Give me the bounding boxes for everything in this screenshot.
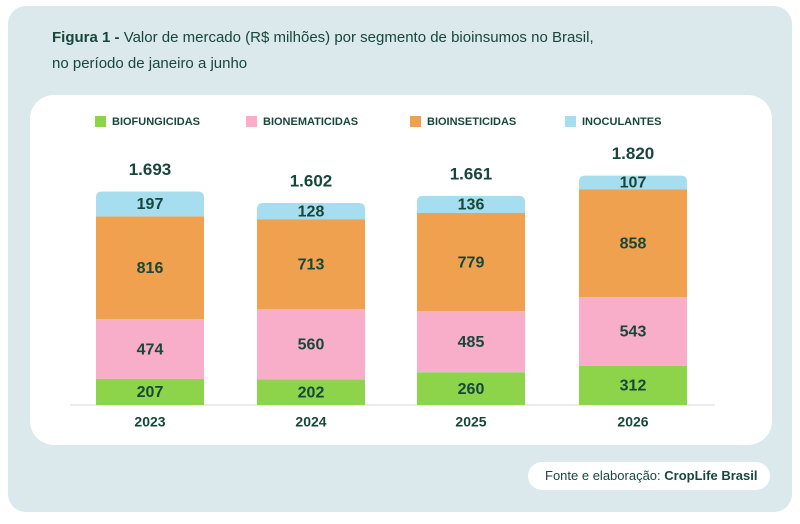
- source: Fonte e elaboração: CropLife Brasil: [545, 468, 757, 483]
- legend-swatch: [565, 116, 576, 127]
- segment-label: 128: [298, 203, 325, 220]
- segment-label: 107: [620, 175, 647, 192]
- bar-segment: [579, 189, 687, 298]
- bar-segment: [417, 372, 525, 405]
- x-tick-label: 2025: [455, 414, 486, 430]
- bar-segment: [257, 308, 365, 380]
- legend-label: BIOFUNGICIDAS: [112, 116, 200, 128]
- source-name: CropLife Brasil: [664, 468, 757, 483]
- segment-label: 816: [137, 260, 164, 277]
- bar-segment: [96, 216, 204, 320]
- legend-label: BIONEMATICIDAS: [263, 116, 358, 128]
- legend-swatch: [246, 116, 257, 127]
- segment-label: 197: [137, 196, 164, 213]
- x-tick-label: 2026: [617, 414, 648, 430]
- total-label: 1.693: [129, 160, 172, 179]
- x-tick-label: 2023: [134, 414, 165, 430]
- x-tick-label: 2024: [295, 414, 326, 430]
- legend-swatch: [410, 116, 421, 127]
- source-prefix: Fonte e elaboração:: [545, 468, 661, 483]
- segment-label: 474: [137, 341, 164, 358]
- segment-label: 485: [458, 334, 485, 351]
- chart-subtitle: no período de janeiro a junho: [52, 55, 247, 72]
- bar-segment: [257, 379, 365, 405]
- bar-segment: [417, 195, 525, 213]
- segment-label: 202: [298, 384, 325, 401]
- bar-segment: [96, 319, 204, 379]
- segment-label: 560: [298, 336, 325, 353]
- legend-label: BIOINSETICIDAS: [427, 116, 516, 128]
- total-label: 1.602: [290, 172, 333, 191]
- segment-label: 312: [620, 378, 647, 395]
- total-label: 1.820: [612, 144, 655, 163]
- segment-label: 207: [137, 384, 164, 401]
- legend-label: INOCULANTES: [582, 116, 661, 128]
- plot: BIOFUNGICIDAS BIONEMATICIDAS BIOINSETICIDA…: [70, 116, 715, 430]
- bar-segment: [579, 297, 687, 366]
- chart-title: Figura 1 - Valor de mercado (R$ milhões)…: [52, 29, 594, 46]
- segment-label: 858: [620, 235, 647, 252]
- bar-segment: [257, 219, 365, 309]
- segment-label: 779: [458, 254, 485, 271]
- source-pill: [528, 462, 770, 490]
- bar-segment: [257, 203, 365, 220]
- legend-swatch: [95, 116, 106, 127]
- segment-label: 713: [298, 256, 325, 273]
- segment-label: 543: [620, 324, 647, 341]
- title-text: Valor de mercado (R$ milhões) por segmen…: [124, 29, 594, 46]
- bar-segment: [96, 378, 204, 405]
- bar-segment: [579, 175, 687, 190]
- bar-segment: [417, 311, 525, 373]
- bar-segment: [579, 365, 687, 405]
- total-label: 1.661: [450, 164, 493, 183]
- segment-label: 136: [458, 197, 485, 214]
- segment-label: 260: [458, 381, 485, 398]
- bar-segment: [96, 191, 204, 217]
- title-label: Figura 1 -: [52, 29, 120, 46]
- bar-segment: [417, 212, 525, 312]
